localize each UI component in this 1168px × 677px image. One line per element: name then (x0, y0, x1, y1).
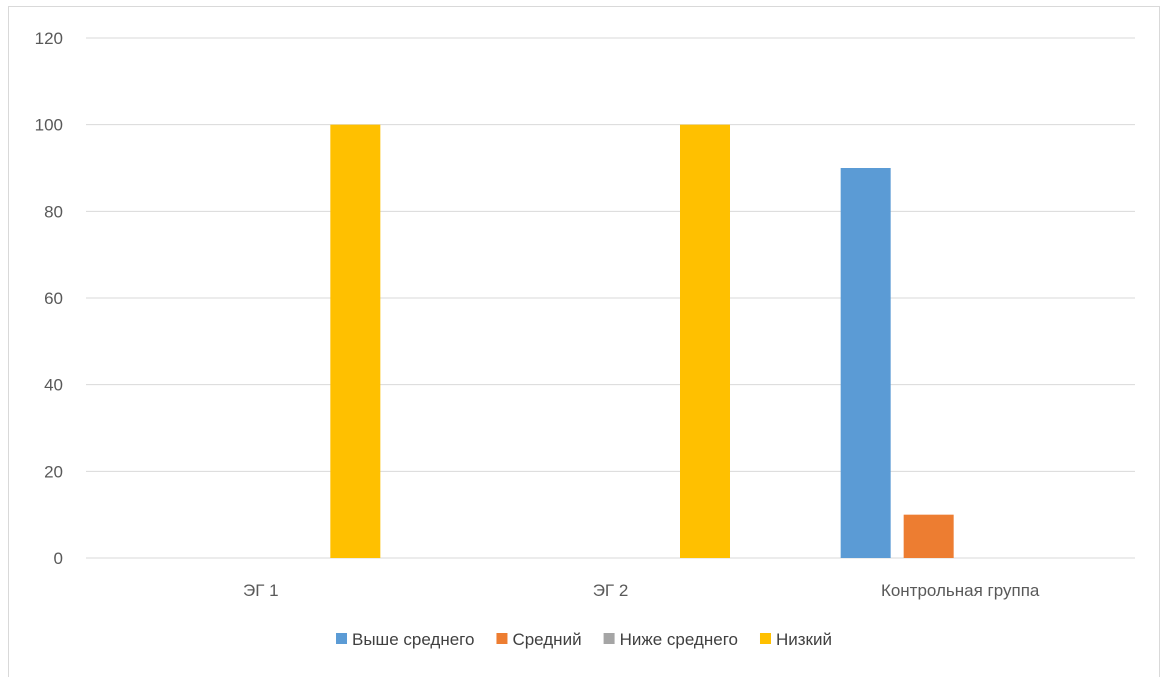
legend-item: Ниже среднего (603, 630, 738, 649)
chart-frame (8, 6, 1160, 677)
x-tick-label: ЭГ 2 (593, 581, 629, 600)
legend-label: Ниже среднего (620, 630, 738, 649)
y-tick-label: 100 (35, 116, 63, 135)
y-tick-label: 20 (44, 462, 63, 481)
bar (840, 168, 891, 558)
bars (330, 124, 954, 559)
legend-item: Низкий (759, 630, 832, 649)
bar (903, 514, 954, 558)
legend-swatch (496, 633, 508, 644)
y-axis-tick-labels: 0 20 40 60 80 100 120 (35, 29, 63, 568)
y-tick-label: 80 (44, 202, 63, 221)
legend-swatch (603, 633, 615, 644)
y-tick-label: 60 (44, 289, 63, 308)
legend-label: Средний (512, 630, 581, 649)
legend-swatch (759, 633, 771, 644)
y-tick-label: 120 (35, 29, 63, 48)
bar (330, 124, 381, 559)
x-tick-label: ЭГ 1 (243, 581, 279, 600)
legend-label: Низкий (776, 630, 832, 649)
legend-item: Средний (496, 630, 582, 649)
legend-label: Выше среднего (352, 630, 474, 649)
y-tick-label: 0 (54, 549, 63, 568)
bar (680, 124, 730, 559)
x-axis-tick-labels: ЭГ 1 ЭГ 2 Контрольная группа (243, 581, 1040, 600)
x-tick-label: Контрольная группа (881, 581, 1040, 600)
legend-item: Выше среднего (336, 630, 474, 649)
legend: Выше среднего Средний Ниже среднего Низкий (336, 630, 832, 649)
legend-swatch (336, 633, 348, 644)
y-tick-label: 40 (44, 376, 63, 395)
gridlines (86, 37, 1135, 559)
